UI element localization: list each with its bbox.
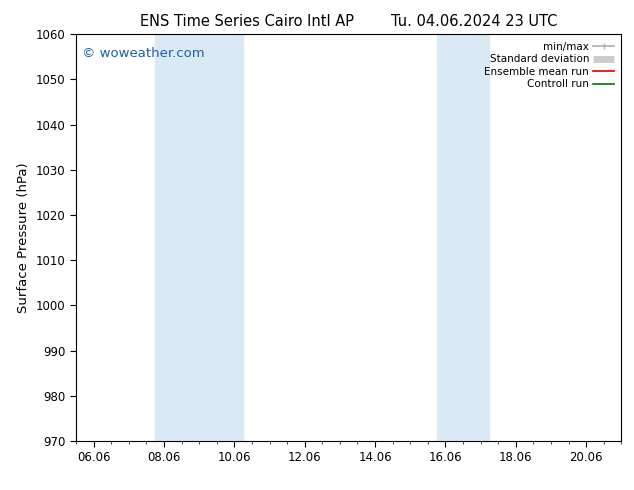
Title: ENS Time Series Cairo Intl AP        Tu. 04.06.2024 23 UTC: ENS Time Series Cairo Intl AP Tu. 04.06.… — [140, 14, 557, 29]
Bar — [437, 34, 489, 441]
Legend: min/max, Standard deviation, Ensemble mean run, Controll run: min/max, Standard deviation, Ensemble me… — [482, 40, 616, 92]
Bar — [155, 34, 243, 441]
Y-axis label: Surface Pressure (hPa): Surface Pressure (hPa) — [17, 162, 30, 313]
Text: © woweather.com: © woweather.com — [82, 47, 204, 59]
